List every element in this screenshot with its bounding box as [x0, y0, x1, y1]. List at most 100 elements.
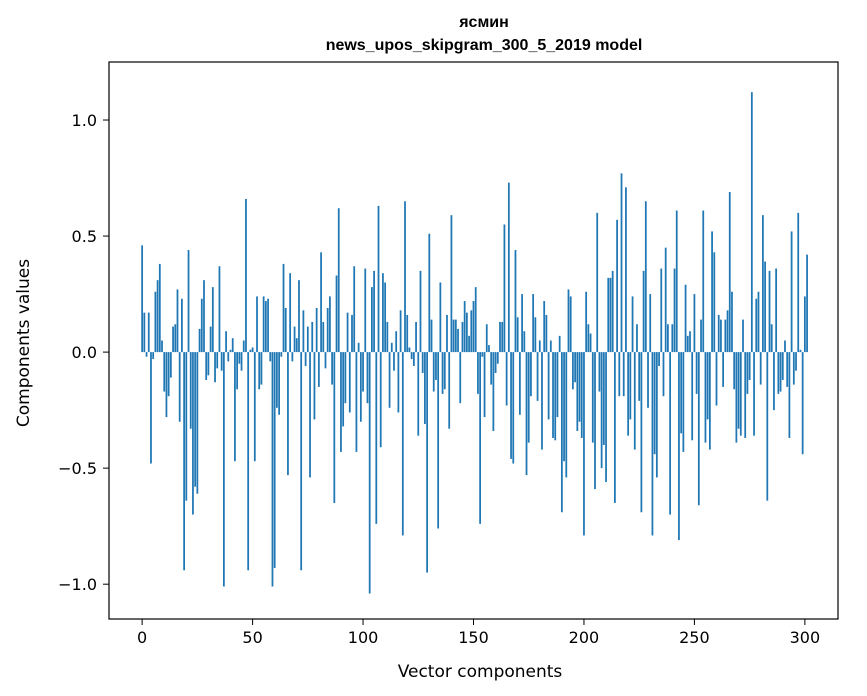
bar — [141, 245, 144, 353]
bar — [746, 352, 749, 394]
bar — [450, 215, 453, 353]
bar — [404, 201, 406, 353]
bar — [282, 263, 285, 353]
bar — [373, 270, 375, 353]
bar — [786, 352, 789, 387]
bar — [750, 92, 753, 353]
bar — [627, 352, 630, 436]
bar — [390, 342, 393, 353]
y-tick-label: 1.0 — [72, 111, 97, 130]
x-axis-ticks: 0 50 100 150 200 250 300 — [137, 619, 820, 647]
bar — [189, 352, 192, 429]
bar — [222, 352, 225, 587]
bar — [284, 308, 287, 353]
bar — [205, 352, 208, 380]
bar — [658, 352, 660, 367]
bar — [642, 270, 645, 353]
bar — [715, 352, 718, 406]
bar — [185, 352, 188, 501]
bar — [563, 352, 565, 462]
bar — [253, 352, 256, 462]
bar — [461, 321, 464, 353]
bar — [342, 352, 345, 427]
bar — [589, 333, 592, 353]
bar — [739, 352, 742, 436]
bar — [530, 352, 532, 397]
bar — [704, 352, 707, 443]
bar — [545, 314, 548, 353]
bar — [245, 198, 247, 353]
bar — [583, 352, 585, 536]
bar — [276, 352, 278, 408]
bar — [622, 352, 625, 397]
bar — [781, 352, 784, 380]
bar — [359, 352, 362, 422]
bar — [287, 352, 289, 476]
bar — [596, 212, 599, 353]
bar — [574, 352, 577, 383]
bar — [298, 280, 300, 353]
bar — [165, 352, 168, 418]
bar — [514, 249, 517, 353]
bar — [728, 191, 731, 353]
bar — [196, 352, 199, 494]
bar — [485, 324, 488, 353]
bar — [229, 349, 232, 353]
bar — [317, 352, 320, 387]
bar — [492, 352, 495, 432]
y-tick-label: 0.0 — [72, 343, 97, 362]
bar — [649, 294, 652, 353]
bar — [764, 261, 766, 353]
bar — [669, 352, 671, 515]
bar — [799, 349, 802, 353]
bar — [640, 352, 643, 513]
bar — [150, 352, 152, 464]
bar — [251, 347, 254, 353]
bar — [680, 352, 683, 434]
bar — [426, 352, 428, 573]
y-axis-ticks: −1.0 −0.5 0.0 0.5 1.0 — [58, 111, 109, 594]
bar — [655, 352, 658, 478]
bar — [424, 352, 426, 425]
bar — [552, 352, 554, 438]
bar — [580, 352, 583, 438]
bar — [306, 326, 309, 353]
bar — [644, 201, 647, 353]
bar — [311, 321, 314, 353]
bar — [441, 352, 444, 394]
bar — [567, 289, 570, 353]
bar — [143, 312, 146, 353]
bar — [187, 249, 190, 353]
bar — [662, 352, 665, 397]
bar — [735, 352, 738, 443]
x-tick-label: 200 — [569, 628, 600, 647]
bar — [501, 321, 504, 353]
bar — [664, 247, 667, 353]
bar — [516, 317, 519, 353]
bar — [236, 352, 239, 390]
bar — [507, 182, 510, 353]
bar — [410, 352, 413, 360]
bar — [733, 352, 736, 390]
bar — [183, 352, 185, 571]
bar — [770, 324, 773, 353]
bar — [600, 352, 603, 469]
bar — [766, 352, 769, 501]
x-tick-label: 250 — [679, 628, 710, 647]
bar — [156, 280, 159, 353]
bar — [726, 310, 729, 353]
bar — [320, 252, 322, 353]
bar — [368, 352, 371, 594]
bar — [209, 326, 212, 353]
bar — [329, 296, 331, 353]
bar — [346, 312, 349, 353]
bar — [779, 352, 782, 392]
bar — [602, 352, 605, 445]
bar — [717, 314, 720, 353]
bar — [435, 352, 437, 380]
bar — [631, 296, 634, 353]
bar — [660, 268, 663, 353]
bar — [795, 352, 797, 371]
bar — [722, 352, 725, 387]
bar — [167, 352, 170, 397]
